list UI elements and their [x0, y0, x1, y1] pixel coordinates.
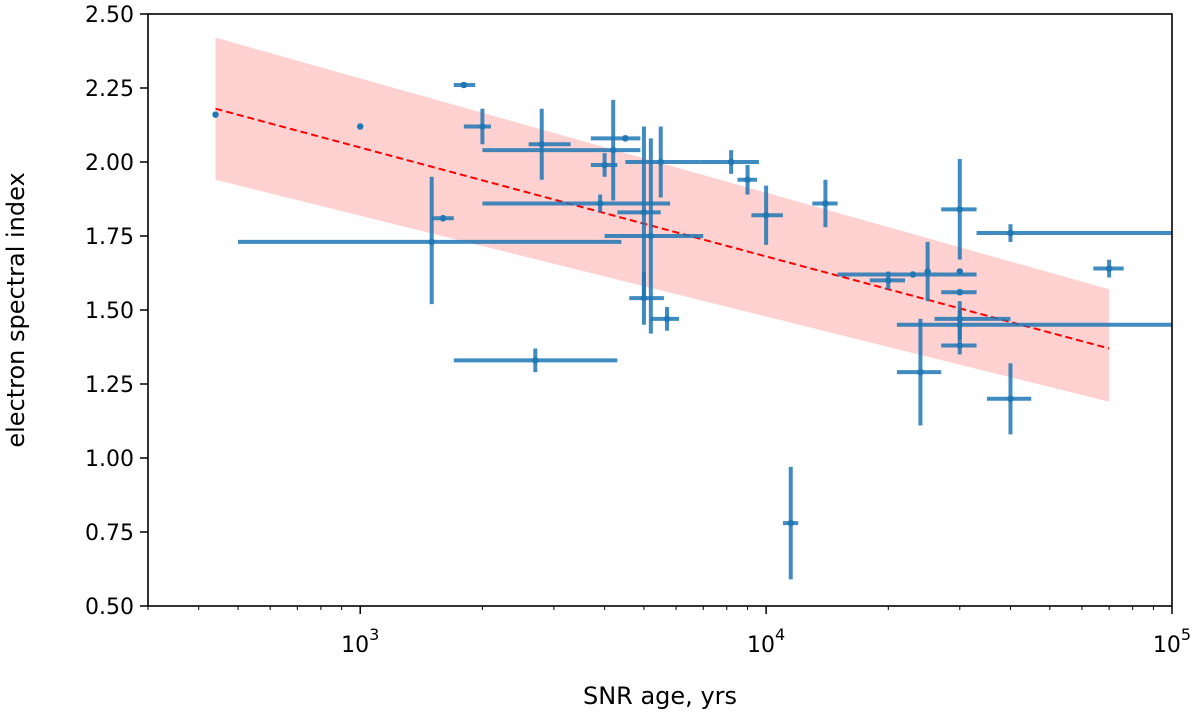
- data-point: [896, 310, 1172, 340]
- data-point: [625, 126, 701, 198]
- data-point: [941, 289, 977, 296]
- point-marker: [956, 206, 963, 213]
- data-point: [357, 123, 364, 130]
- point-marker: [762, 212, 770, 219]
- data-point: [528, 108, 571, 180]
- y-axis-ticks: 0.50 0.75 1.00 1.25 1.50 1.75 2.00 2.25 2.50: [85, 3, 148, 620]
- y-tick-label: 2.50: [85, 3, 134, 28]
- data-point: [463, 108, 492, 145]
- point-marker: [924, 268, 931, 275]
- y-tick-label: 2.00: [85, 151, 134, 176]
- data-point: [837, 271, 977, 278]
- data-point: [604, 138, 704, 334]
- data-point: [924, 241, 931, 302]
- x-tick-label: 105: [1153, 625, 1191, 658]
- y-tick-label: 2.25: [85, 77, 134, 102]
- point-marker: [885, 277, 892, 284]
- point-marker: [1007, 229, 1014, 237]
- point-marker: [657, 158, 664, 166]
- y-axis-label: electron spectral index: [2, 172, 30, 447]
- data-point: [482, 99, 641, 201]
- data-point: [590, 135, 641, 142]
- data-point: [482, 194, 671, 213]
- point-marker: [439, 215, 447, 222]
- point-marker: [727, 158, 735, 166]
- point-marker: [744, 176, 751, 183]
- y-tick-label: 0.50: [85, 595, 134, 620]
- y-tick-label: 1.00: [85, 447, 134, 472]
- data-point: [737, 164, 758, 195]
- y-tick-label: 1.75: [85, 225, 134, 250]
- point-marker: [357, 123, 364, 130]
- x-tick-label: 104: [747, 625, 785, 658]
- point-marker: [538, 141, 545, 148]
- point-marker: [479, 123, 486, 130]
- point-marker: [956, 321, 963, 328]
- point-marker: [601, 161, 608, 169]
- point-marker: [212, 111, 219, 118]
- y-tick-label: 1.50: [85, 299, 134, 324]
- data-point: [751, 185, 783, 245]
- data-point: [986, 363, 1032, 435]
- point-marker: [956, 268, 963, 275]
- data-point: [941, 159, 977, 260]
- point-marker: [822, 200, 829, 207]
- point-marker: [640, 209, 648, 216]
- data-point: [650, 307, 679, 331]
- y-tick-label: 0.75: [85, 521, 134, 546]
- data-point: [700, 150, 759, 174]
- point-marker: [428, 238, 435, 246]
- point-marker: [956, 342, 963, 349]
- point-marker: [909, 271, 917, 278]
- point-marker: [1105, 265, 1113, 272]
- point-marker: [917, 368, 924, 376]
- data-point: [956, 268, 963, 275]
- confidence-band: [215, 37, 1110, 402]
- y-tick-label: 1.25: [85, 373, 134, 398]
- data-point: [453, 81, 476, 89]
- point-marker: [460, 81, 468, 89]
- point-marker: [622, 135, 629, 142]
- data-point: [976, 224, 1172, 242]
- confidence-band-layer: [215, 37, 1110, 402]
- data-point: [941, 336, 977, 355]
- point-marker: [647, 232, 655, 240]
- point-marker: [596, 200, 604, 207]
- data-points-layer: [212, 81, 1172, 580]
- point-marker: [663, 315, 671, 323]
- data-point: [238, 176, 622, 305]
- point-marker: [787, 519, 794, 527]
- data-point: [896, 318, 942, 426]
- point-marker: [640, 294, 648, 302]
- x-axis-label: SNR age, yrs: [583, 682, 737, 710]
- point-marker: [1007, 395, 1014, 402]
- point-marker: [956, 289, 963, 296]
- data-point: [1093, 259, 1124, 278]
- data-point: [782, 466, 799, 580]
- data-point: [812, 179, 838, 228]
- data-point: [629, 271, 664, 325]
- x-axis-ticks: 103 104 105: [147, 606, 1191, 658]
- data-point: [431, 215, 454, 222]
- point-marker: [532, 357, 539, 364]
- data-point: [453, 348, 618, 373]
- point-marker: [609, 146, 617, 154]
- data-point: [212, 111, 219, 118]
- x-tick-label: 103: [341, 625, 379, 658]
- data-point: [617, 126, 661, 296]
